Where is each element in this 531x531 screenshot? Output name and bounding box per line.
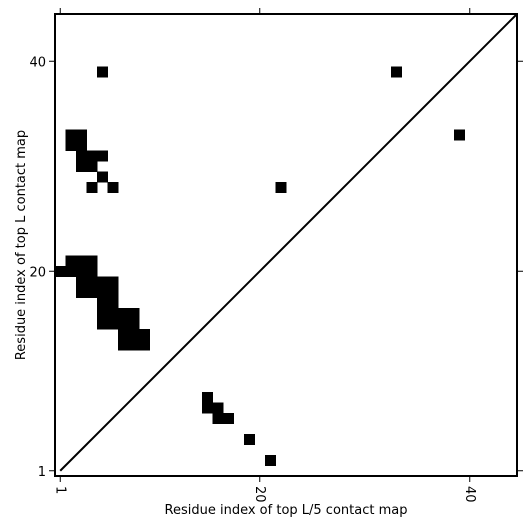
- contact-cell: [223, 413, 234, 424]
- y-axis-label: Residue index of top L contact map: [14, 130, 29, 360]
- contact-cell: [86, 150, 98, 162]
- contact-cell: [107, 287, 119, 298]
- contact-cell: [65, 129, 77, 141]
- contact-cell: [97, 171, 108, 183]
- contact-cell: [86, 255, 98, 267]
- contact-cell: [139, 339, 150, 351]
- contact-cell: [107, 182, 119, 193]
- contact-cell: [128, 339, 140, 351]
- x-tick-label: 20: [252, 486, 267, 503]
- y-tick-label: 1: [38, 465, 46, 480]
- contact-cell: [65, 266, 77, 277]
- contact-cell: [86, 287, 98, 298]
- contact-cell: [212, 402, 224, 414]
- contact-cell: [76, 255, 87, 267]
- contact-cell: [275, 182, 287, 193]
- x-tick-label: 40: [462, 486, 477, 503]
- contact-cell: [107, 276, 119, 288]
- contact-cell: [86, 161, 98, 172]
- x-axis-label: Residue index of top L/5 contact map: [165, 503, 408, 518]
- contact-cell: [244, 434, 255, 445]
- contact-cell: [118, 318, 129, 330]
- contact-cell: [86, 276, 98, 288]
- contact-cell: [212, 413, 224, 424]
- contact-cell: [65, 140, 77, 151]
- contact-cell: [202, 392, 213, 403]
- plot-frame: [54, 13, 518, 477]
- contact-cell: [265, 455, 276, 466]
- contact-cells: [55, 66, 465, 466]
- contact-cell: [202, 402, 213, 414]
- contact-cell: [65, 255, 77, 267]
- contact-cell: [97, 297, 108, 309]
- contact-cell: [97, 318, 108, 330]
- y-tick-label: 40: [29, 55, 46, 70]
- contact-cell: [76, 276, 87, 288]
- contact-cell: [391, 66, 402, 78]
- contact-cell: [97, 308, 108, 319]
- contact-cell: [86, 182, 98, 193]
- contact-cell: [454, 129, 465, 141]
- contact-cell: [128, 318, 140, 330]
- diagonal-line: [59, 13, 518, 472]
- contact-cell: [118, 329, 129, 340]
- contact-cell: [76, 266, 87, 277]
- contact-cell: [97, 66, 108, 78]
- contact-cell: [128, 308, 140, 319]
- contact-cell: [118, 308, 129, 319]
- contact-cell: [107, 318, 119, 330]
- contact-cell: [76, 140, 87, 151]
- contact-cell: [118, 339, 129, 351]
- contact-cell: [107, 297, 119, 309]
- contact-cell: [97, 287, 108, 298]
- contact-cell: [107, 308, 119, 319]
- contact-cell: [139, 329, 150, 340]
- contact-cell: [97, 150, 108, 162]
- contact-cell: [76, 129, 87, 141]
- contact-cell: [55, 266, 66, 277]
- contact-cell: [97, 276, 108, 288]
- y-tick-label: 20: [29, 265, 46, 280]
- contact-cell: [128, 329, 140, 340]
- contact-cell: [86, 266, 98, 277]
- contact-cell: [76, 287, 87, 298]
- x-tick-label: 1: [52, 486, 67, 494]
- axis-ticks: 1 20 40 1 20 40: [29, 8, 523, 503]
- contact-cell: [76, 150, 87, 162]
- contact-cell: [76, 161, 87, 172]
